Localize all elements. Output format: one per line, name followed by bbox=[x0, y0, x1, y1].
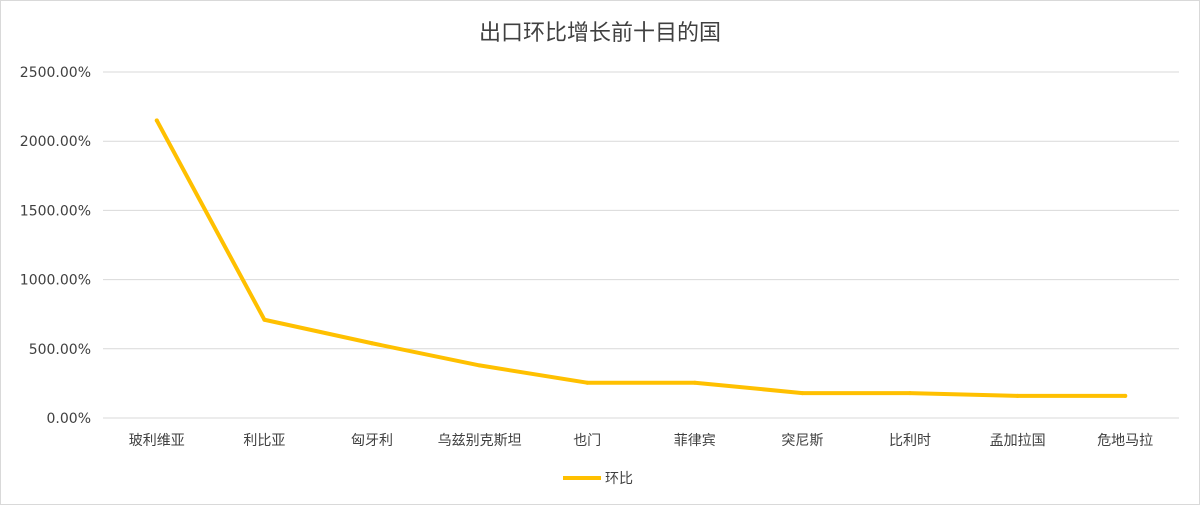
data-point bbox=[692, 380, 697, 385]
x-tick-label: 乌兹别克斯坦 bbox=[438, 433, 522, 449]
x-axis-ticks: 玻利维亚 利比亚 匈牙利 乌兹别克斯坦 也门 菲律宾 突尼斯 比利时 孟加拉国 危地马拉 bbox=[129, 433, 1153, 449]
x-tick-label: 也门 bbox=[573, 433, 601, 449]
x-tick-label: 突尼斯 bbox=[781, 433, 823, 449]
data-point bbox=[477, 363, 482, 368]
gridlines bbox=[103, 71, 1179, 419]
series-line-0 bbox=[154, 118, 1128, 398]
data-point bbox=[262, 317, 267, 322]
x-tick-label: 利比亚 bbox=[243, 433, 285, 449]
data-point bbox=[370, 341, 374, 346]
y-tick-label: 500.00% bbox=[29, 342, 91, 358]
x-tick-label: 比利时 bbox=[889, 433, 931, 449]
legend-label: 环比 bbox=[605, 471, 633, 487]
legend: 环比 bbox=[563, 471, 633, 487]
y-tick-label: 2000.00% bbox=[20, 134, 91, 150]
y-tick-label: 1000.00% bbox=[20, 273, 91, 289]
data-point bbox=[1015, 393, 1020, 398]
chart-title: 出口环比增长前十目的国 bbox=[478, 21, 721, 46]
y-axis-ticks: 0.00% 500.00% 1000.00% 1500.00% 2000.00% 2500… bbox=[20, 65, 91, 427]
data-point bbox=[908, 391, 912, 396]
x-tick-label: 危地马拉 bbox=[1097, 433, 1153, 449]
x-tick-label: 菲律宾 bbox=[674, 433, 716, 449]
y-tick-label: 1500.00% bbox=[20, 203, 91, 219]
y-tick-label: 2500.00% bbox=[20, 65, 91, 81]
x-tick-label: 孟加拉国 bbox=[990, 433, 1046, 449]
data-point bbox=[585, 380, 590, 385]
x-tick-label: 匈牙利 bbox=[351, 433, 393, 449]
data-point bbox=[1123, 393, 1128, 398]
data-point bbox=[800, 391, 805, 396]
series-lines bbox=[154, 118, 1128, 398]
data-point bbox=[154, 118, 159, 123]
y-tick-label: 0.00% bbox=[47, 411, 91, 427]
x-tick-label: 玻利维亚 bbox=[129, 433, 185, 449]
